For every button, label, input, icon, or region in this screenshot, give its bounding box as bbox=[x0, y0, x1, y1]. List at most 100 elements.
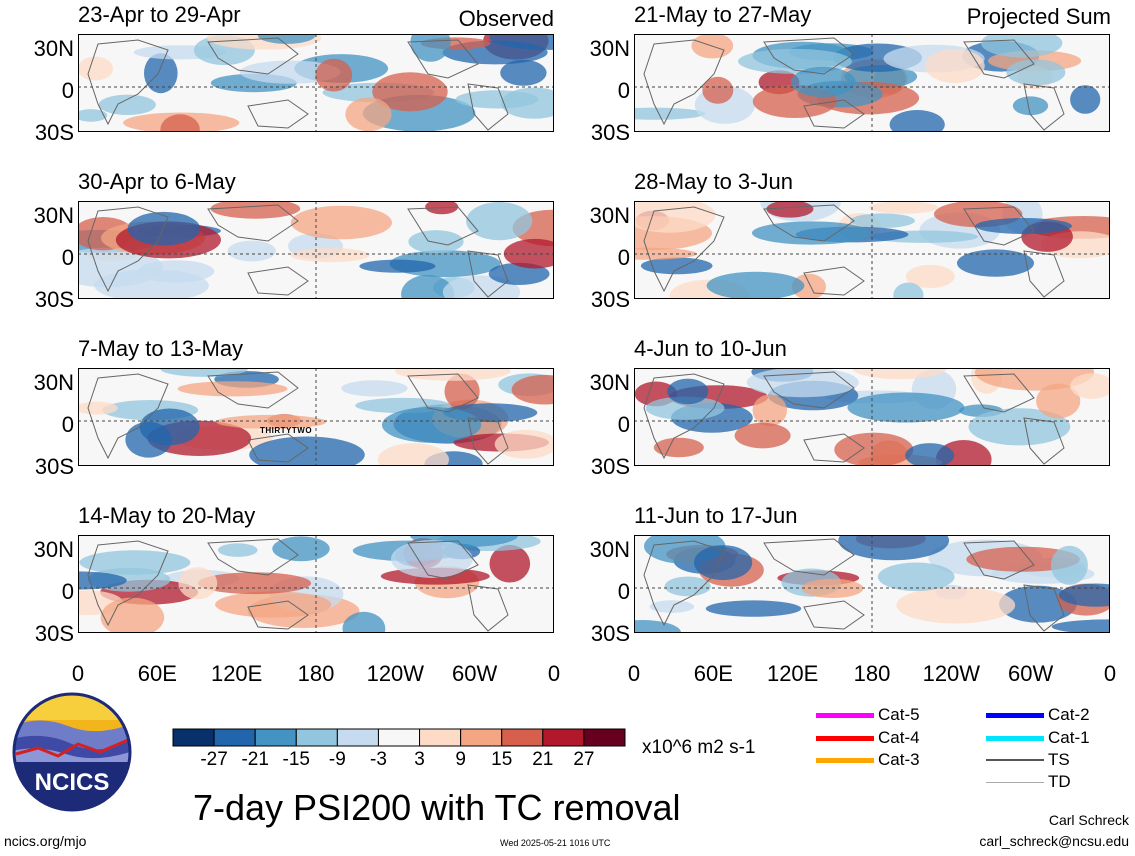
observed-panel-3 bbox=[78, 368, 554, 466]
legend-swatch bbox=[986, 759, 1044, 761]
legend-label: Cat-5 bbox=[878, 705, 920, 724]
colorbar-swatch bbox=[172, 728, 215, 747]
colorbar-label: -15 bbox=[282, 749, 310, 770]
observed-panel-4 bbox=[78, 535, 554, 633]
anomaly-map bbox=[78, 535, 554, 633]
main-title: 7-day PSI200 with TC removal bbox=[193, 787, 681, 828]
colorbar-swatch bbox=[460, 728, 503, 747]
colorbar-swatch bbox=[377, 728, 421, 747]
colorbar-units: x10^6 m2 s-1 bbox=[642, 737, 756, 758]
lon-label: 60E bbox=[693, 661, 733, 686]
projected-panel-4 bbox=[634, 535, 1110, 633]
lat-label: 30N bbox=[589, 370, 630, 395]
lon-label: 120W bbox=[922, 661, 981, 686]
panel-date-range: 11-Jun to 17-Jun bbox=[634, 503, 798, 528]
panel-date-range: 14-May to 20-May bbox=[78, 503, 256, 528]
colorbar-swatch bbox=[295, 728, 338, 747]
colorbar bbox=[172, 728, 626, 747]
observed-label: Observed bbox=[458, 6, 554, 31]
lat-label: 0 bbox=[61, 412, 74, 437]
lat-label: 30N bbox=[589, 203, 630, 228]
lat-label: 30N bbox=[589, 36, 630, 61]
legend-swatch bbox=[816, 712, 874, 718]
projected-label: Projected Sum bbox=[966, 4, 1111, 29]
colorbar-label: 3 bbox=[414, 749, 425, 770]
colorbar-swatch bbox=[419, 728, 462, 747]
lat-label: 0 bbox=[617, 78, 630, 103]
lat-label: 30N bbox=[33, 370, 74, 395]
colorbar-swatch bbox=[336, 728, 379, 747]
colorbar-swatch bbox=[254, 728, 297, 747]
colorbar-swatch bbox=[542, 728, 585, 747]
lon-label: 0 bbox=[71, 661, 85, 686]
lon-label: 120W bbox=[366, 661, 425, 686]
lat-label: 30S bbox=[590, 287, 630, 312]
colorbar-swatch bbox=[583, 728, 626, 747]
footer-url: ncics.org/mjo bbox=[4, 833, 87, 849]
colorbar-label: 21 bbox=[532, 749, 554, 770]
panel-date-range: 30-Apr to 6-May bbox=[78, 169, 236, 194]
storm-label: THIRTYTWO bbox=[260, 426, 313, 435]
logo-text: NCICS bbox=[35, 769, 110, 796]
lat-label: 0 bbox=[61, 245, 74, 270]
lat-label: 0 bbox=[617, 245, 630, 270]
colorbar-label: -27 bbox=[200, 749, 228, 770]
colorbar-label: -3 bbox=[370, 749, 387, 770]
lat-label: 30S bbox=[590, 454, 630, 479]
legend-swatch bbox=[986, 735, 1044, 741]
lon-label: 60E bbox=[137, 661, 177, 686]
lat-label: 30S bbox=[34, 454, 74, 479]
lon-label: 0 bbox=[547, 661, 561, 686]
anomaly-map bbox=[634, 535, 1110, 633]
anomaly-map bbox=[634, 201, 1110, 299]
legend-label: Cat-1 bbox=[1048, 728, 1090, 747]
lat-label: 30N bbox=[589, 537, 630, 562]
anomaly-map bbox=[78, 368, 554, 466]
lat-label: 0 bbox=[61, 78, 74, 103]
legend-swatch bbox=[816, 757, 874, 763]
lat-label: 30S bbox=[590, 120, 630, 145]
colorbar-swatch bbox=[501, 728, 544, 747]
lat-label: 30N bbox=[33, 36, 74, 61]
anomaly-map bbox=[78, 34, 554, 132]
lat-label: 0 bbox=[61, 579, 74, 604]
lat-label: 0 bbox=[617, 412, 630, 437]
colorbar-swatch bbox=[213, 728, 256, 747]
anomaly-map bbox=[634, 34, 1110, 132]
lon-label: 180 bbox=[297, 661, 335, 686]
legend-swatch bbox=[986, 712, 1044, 718]
colorbar-label: 27 bbox=[573, 749, 595, 770]
lon-label: 120E bbox=[210, 661, 263, 686]
author-name: Carl Schreck bbox=[1048, 812, 1129, 828]
lat-label: 30N bbox=[33, 537, 74, 562]
lat-label: 0 bbox=[617, 579, 630, 604]
projected-panel-1 bbox=[634, 34, 1110, 132]
observed-panel-1 bbox=[78, 34, 554, 132]
author-email: carl_schreck@ncsu.edu bbox=[979, 833, 1129, 849]
lat-label: 30N bbox=[33, 203, 74, 228]
legend-label: Cat-4 bbox=[878, 728, 920, 747]
lon-label: 0 bbox=[627, 661, 641, 686]
colorbar-label: 15 bbox=[491, 749, 513, 770]
legend-swatch bbox=[816, 735, 874, 741]
ncics-logo: NCICS bbox=[12, 692, 132, 812]
lon-label: 60W bbox=[1008, 661, 1054, 686]
lat-label: 30S bbox=[34, 621, 74, 646]
legend-label: TD bbox=[1048, 772, 1071, 791]
anomaly-map bbox=[634, 368, 1110, 466]
lat-label: 30S bbox=[590, 621, 630, 646]
lon-label: 180 bbox=[853, 661, 891, 686]
anomaly-map bbox=[78, 201, 554, 299]
colorbar-label: 9 bbox=[455, 749, 466, 770]
lat-label: 30S bbox=[34, 287, 74, 312]
lon-label: 0 bbox=[1103, 661, 1117, 686]
panel-date-range: 28-May to 3-Jun bbox=[634, 169, 793, 194]
lat-label: 30S bbox=[34, 120, 74, 145]
legend-swatch bbox=[986, 781, 1044, 783]
lon-label: 120E bbox=[766, 661, 819, 686]
projected-panel-2 bbox=[634, 201, 1110, 299]
panel-date-range: 21-May to 27-May bbox=[634, 2, 812, 27]
lon-label: 60W bbox=[452, 661, 498, 686]
observed-panel-2 bbox=[78, 201, 554, 299]
colorbar-label: -9 bbox=[328, 749, 346, 770]
